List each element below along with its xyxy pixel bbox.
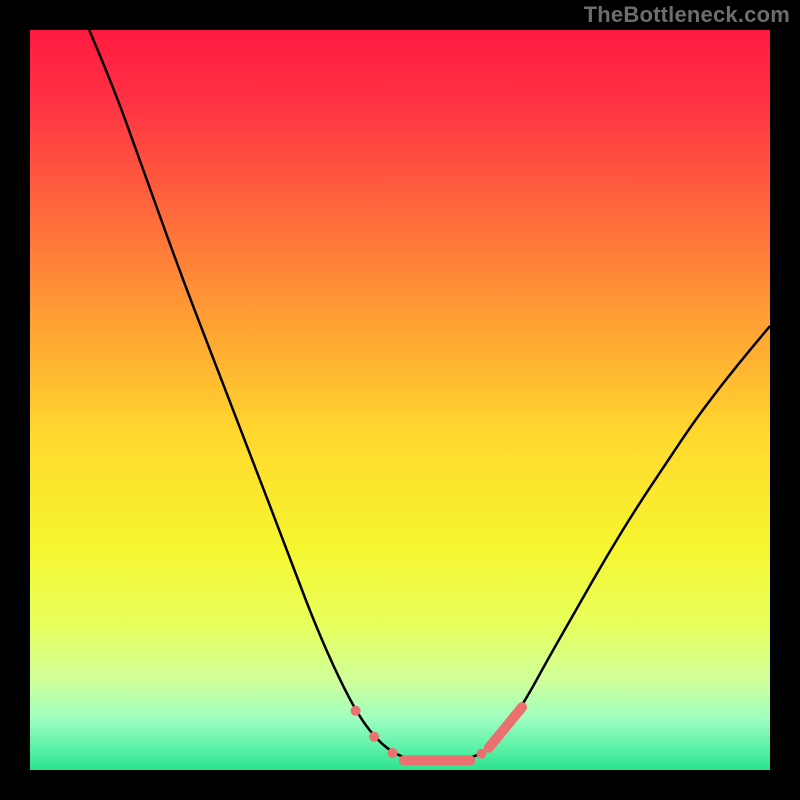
chart-stage: TheBottleneck.com xyxy=(0,0,800,800)
bottleneck-chart xyxy=(0,0,800,800)
valley-dot xyxy=(369,732,379,742)
valley-dot xyxy=(388,748,398,758)
plot-gradient-background xyxy=(30,30,770,770)
watermark-text: TheBottleneck.com xyxy=(584,2,790,28)
valley-dot xyxy=(351,706,361,716)
